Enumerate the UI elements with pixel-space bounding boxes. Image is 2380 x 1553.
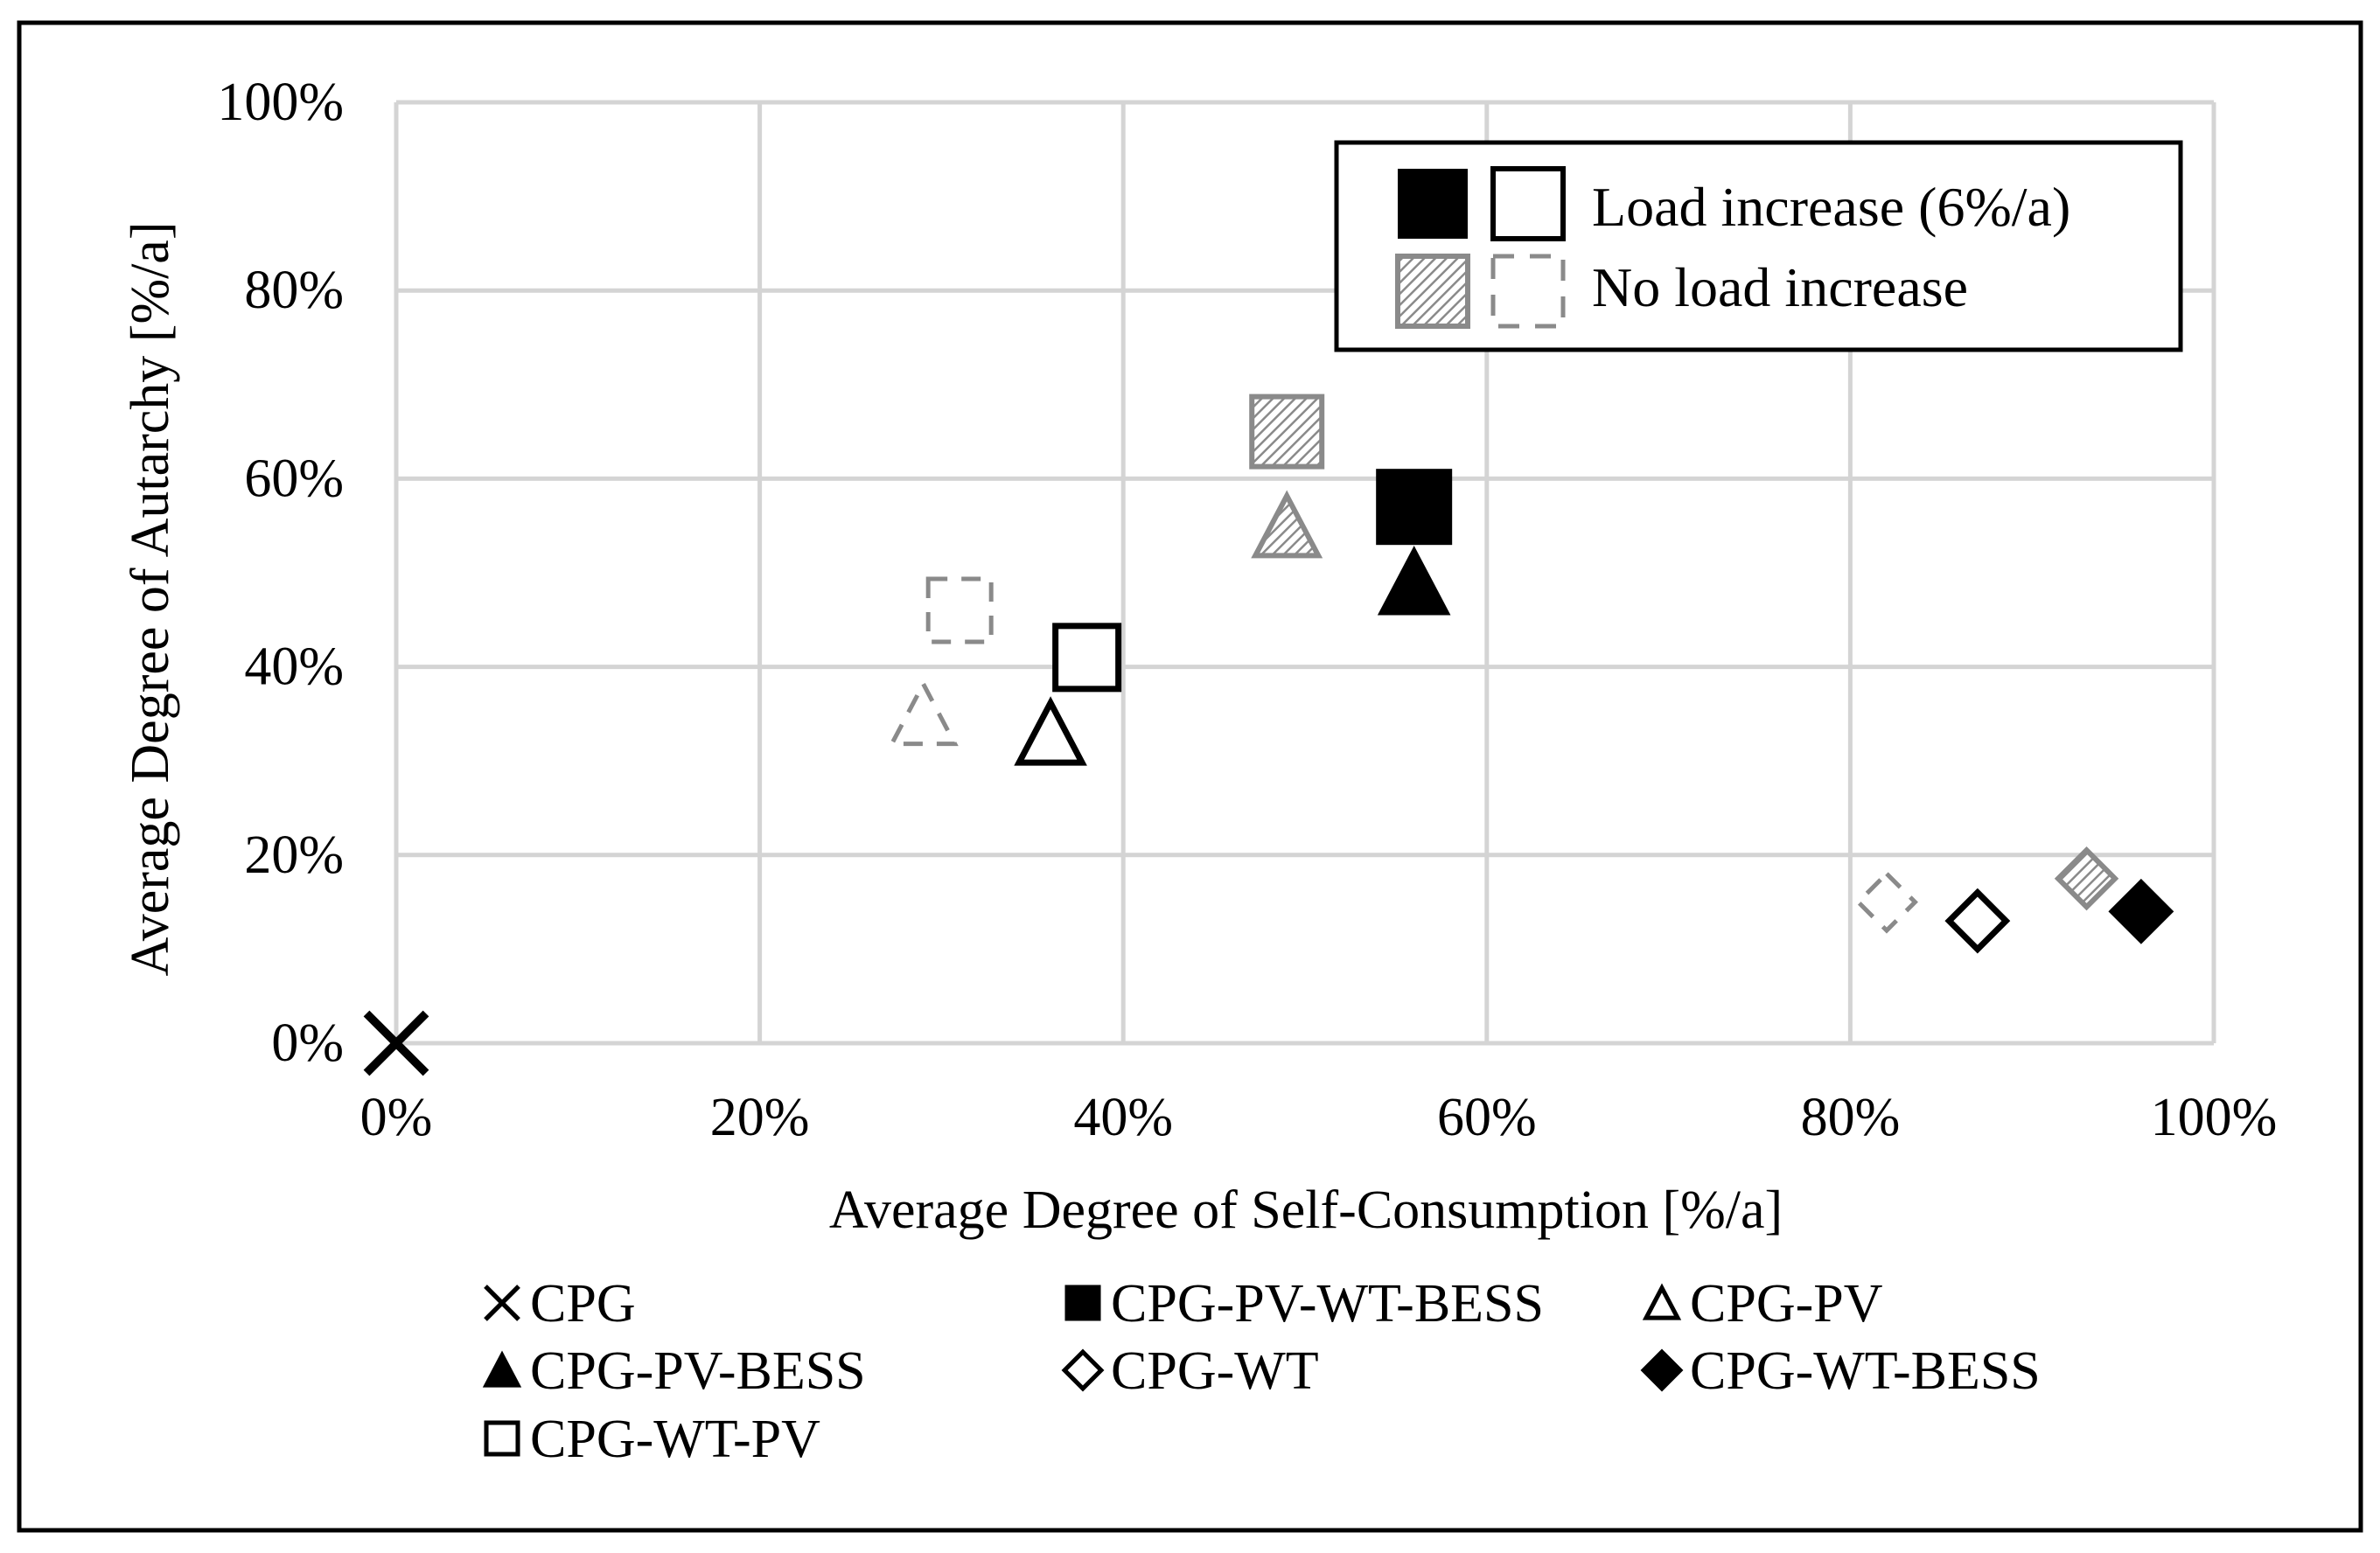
legend-label-cpg-pv-bess: CPG-PV-BESS: [530, 1341, 866, 1401]
point-cpg-pv-load-increase: [1014, 696, 1087, 766]
series-legend: CPG CPG-PV-WT-BESS CPG-PV CPG-PV-BESS CPG-WT…: [482, 1274, 2041, 1469]
y-tick-label: 40%: [244, 637, 344, 697]
legend-marker-cpg-pv-bess: [482, 1350, 522, 1388]
legend-marker-cpg-pv: [1642, 1283, 1682, 1320]
point-cpg-pv-wt-bess-load-increase: [1376, 469, 1453, 546]
scenario-legend-box: [1334, 140, 2183, 352]
legend-swatch-no-load-dashed: [1490, 254, 1566, 329]
x-tick-label: 80%: [1801, 1088, 1901, 1147]
x-tick-label: 60%: [1437, 1088, 1537, 1147]
point-cpg-wt-pv-load-increase: [1052, 623, 1122, 693]
legend-marker-cpg-pv-wt-bess: [1064, 1285, 1101, 1321]
x-tick-label: 100%: [2151, 1088, 2278, 1147]
scenario-legend: Load increase (6%/a) No load increase: [1334, 140, 2183, 352]
legend-label-cpg-pv: CPG-PV: [1690, 1274, 1883, 1334]
y-tick-label: 20%: [244, 825, 344, 885]
point-cpg-pv-bess-no-load-increase: [1251, 490, 1323, 559]
legend-swatch-load-increase-open: [1490, 166, 1566, 241]
y-tick-label: 80%: [244, 261, 344, 320]
x-tick-label: 40%: [1073, 1088, 1173, 1147]
point-cpg-pv-wt-bess-no-load-increase: [1249, 393, 1325, 470]
point-cpg-load-increase: [363, 1010, 429, 1076]
x-tick-label: 20%: [710, 1088, 810, 1147]
legend-label-cpg-wt-bess: CPG-WT-BESS: [1690, 1341, 2041, 1401]
point-cpg-wt-bess-no-load-increase: [2054, 846, 2119, 911]
legend-swatch-no-load-hatched: [1395, 254, 1470, 329]
y-tick-labels: 0% 20% 40% 60% 80% 100%: [217, 73, 344, 1073]
legend-marker-cpg-wt: [1061, 1348, 1105, 1392]
legend-marker-cpg-wt-pv: [484, 1420, 520, 1457]
y-tick-label: 60%: [244, 449, 344, 508]
legend-label-cpg-pv-wt-bess: CPG-PV-WT-BESS: [1111, 1274, 1544, 1334]
legend-marker-cpg-wt-bess: [1640, 1348, 1684, 1392]
y-tick-label: 100%: [217, 73, 344, 132]
legend-label-cpg-wt-pv: CPG-WT-PV: [530, 1410, 820, 1469]
x-tick-labels: 0% 20% 40% 60% 80% 100%: [360, 1088, 2278, 1147]
legend-swatch-load-increase-filled: [1398, 169, 1468, 239]
legend-label-load-increase: Load increase (6%/a): [1592, 176, 2070, 238]
x-tick-label: 0%: [360, 1088, 433, 1147]
y-tick-label: 0%: [271, 1013, 344, 1073]
point-cpg-wt-bess-load-increase: [2108, 878, 2174, 944]
x-axis-title: Average Degree of Self-Consumption [%/a]: [829, 1180, 1783, 1240]
legend-label-cpg-wt: CPG-WT: [1111, 1341, 1319, 1401]
y-axis-title: Average Degree of Autarchy [%/a]: [121, 222, 180, 977]
legend-label-no-load-increase: No load increase: [1592, 256, 1968, 318]
point-cpg-pv-no-load-increase: [888, 679, 959, 747]
point-cpg-wt-load-increase: [1944, 888, 2011, 954]
point-cpg-pv-bess-load-increase: [1377, 546, 1451, 616]
data-points: [363, 393, 2174, 1076]
point-cpg-wt-pv-no-load-increase: [925, 576, 994, 644]
legend-label-cpg: CPG: [530, 1274, 636, 1334]
legend-marker-cpg: [484, 1285, 520, 1321]
point-cpg-wt-no-load-increase: [1854, 870, 1918, 934]
